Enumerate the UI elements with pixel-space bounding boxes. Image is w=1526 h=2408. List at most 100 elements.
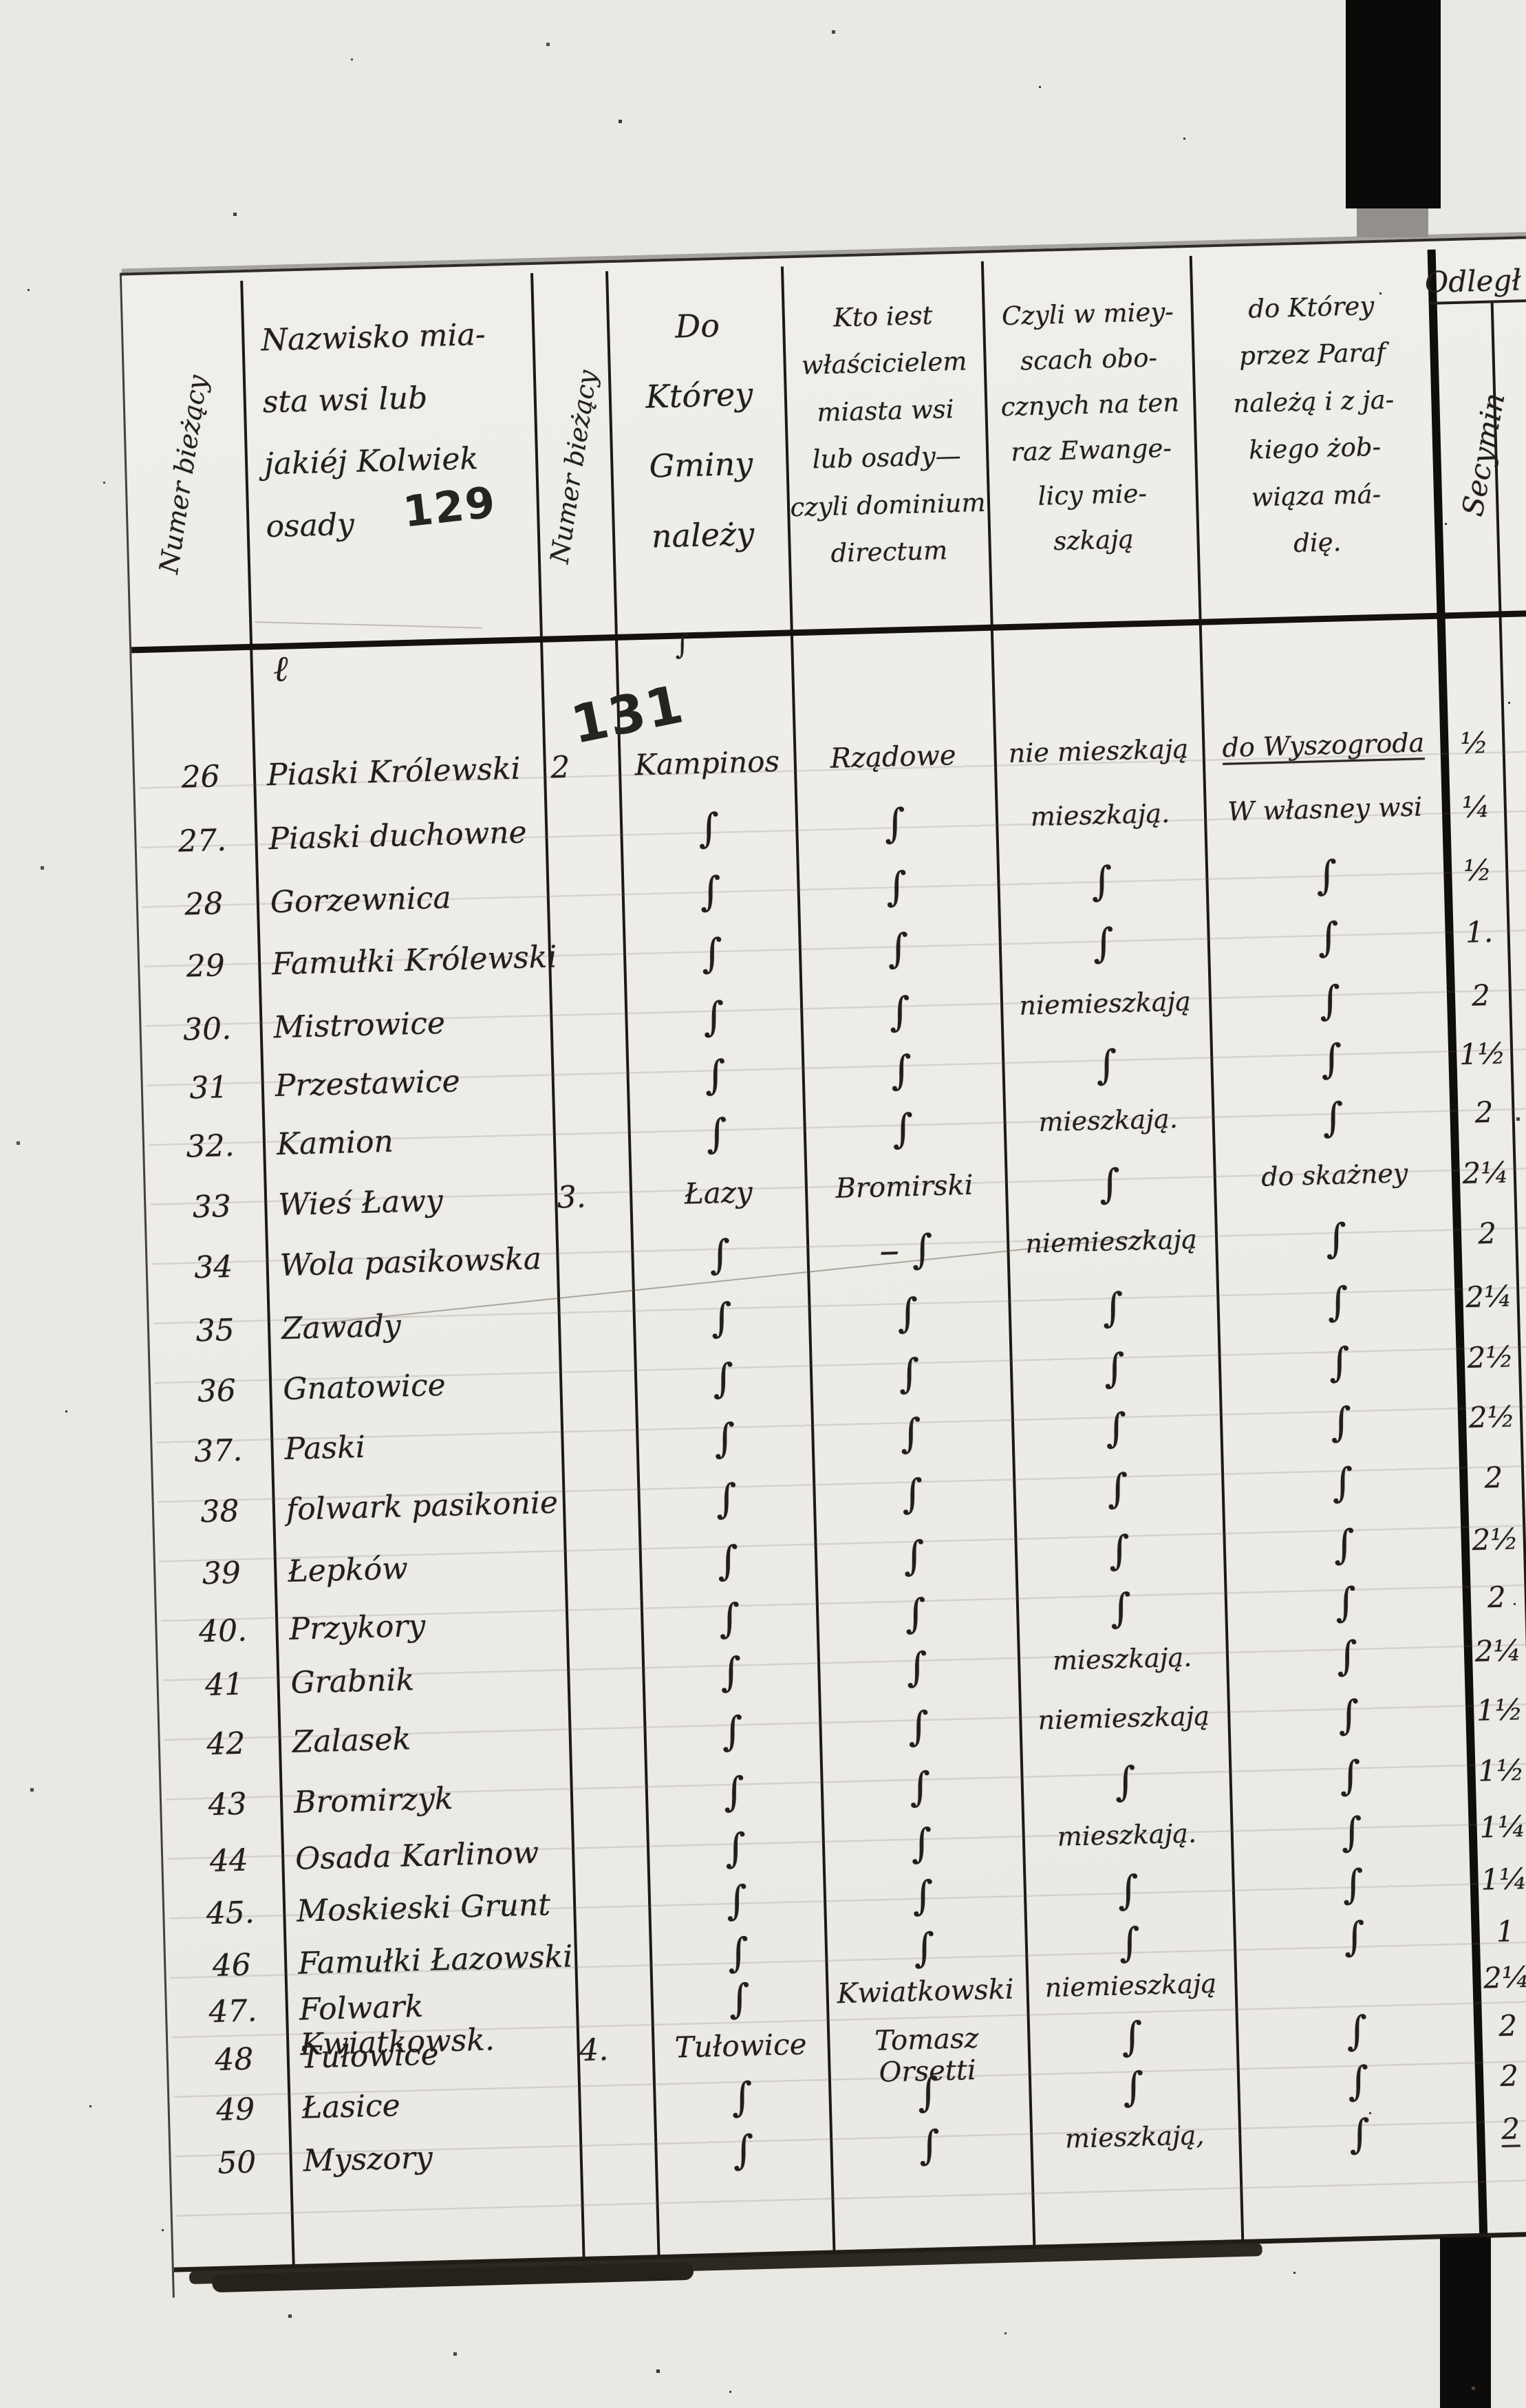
- cell-parish: ∫: [1339, 1752, 1362, 1799]
- cell-distance: 2¼: [1461, 1155, 1509, 1191]
- cell-evangelicals: ∫: [1090, 857, 1113, 905]
- cell-distance: 1¼: [1479, 1809, 1526, 1845]
- cell-distance: 2: [1483, 1460, 1503, 1495]
- cell-gmina: ∫: [721, 1707, 744, 1755]
- cell-no: 35: [195, 1312, 235, 1349]
- cell-no: 42: [206, 1726, 246, 1763]
- cell-gmina: Łazy: [684, 1175, 753, 1211]
- cell-no: 33: [192, 1188, 232, 1225]
- cell-owner: ∫: [913, 1924, 936, 1972]
- cell-gmina: ∫: [712, 1354, 735, 1402]
- header-col3-vertical-label: Numer bieżący: [544, 368, 603, 566]
- cell-no: 49: [215, 2092, 255, 2128]
- cell-no: 50: [217, 2144, 257, 2181]
- table-body: 26 Piaski Królewski 2 Kampinos Rządowe nie mi…: [122, 237, 1526, 2181]
- cell-owner: Rządowe: [830, 740, 957, 775]
- film-strip-artifact: [1346, 0, 1441, 208]
- cell-parish: ∫: [1320, 1035, 1343, 1083]
- cell-no: 37.: [193, 1432, 243, 1470]
- cell-gmina: ∫: [724, 1824, 747, 1872]
- cell-no: 28: [184, 886, 224, 923]
- cell-owner: Bromirski: [835, 1169, 974, 1205]
- cell-gmina: ∫: [710, 1293, 733, 1342]
- cell-gmina: ∫: [726, 1876, 749, 1924]
- cell-parish: ∫: [1330, 1398, 1353, 1446]
- header-col1-vertical-label: Numer bieżący: [153, 373, 213, 576]
- cell-owner: ∫: [888, 987, 911, 1035]
- cell-owner: ∫: [905, 1643, 928, 1691]
- cell-distance: 2: [1498, 2008, 1518, 2043]
- cell-owner: ∫: [909, 1763, 932, 1811]
- cell-gmina_no: 2: [550, 749, 571, 786]
- cell-evangelicals: niemieszkają: [1018, 986, 1192, 1021]
- header-col6-title: Czyli w miey- scach obo- cznych na ten r…: [1000, 297, 1180, 557]
- cell-evangelicals: mieszkają.: [1052, 1642, 1192, 1676]
- film-edge-artifact: [1440, 2237, 1491, 2408]
- cell-no: 39: [202, 1555, 241, 1592]
- cell-parish: ∫: [1325, 1214, 1348, 1262]
- cell-no: 30.: [182, 1011, 232, 1048]
- cell-gmina: ∫: [715, 1474, 738, 1523]
- cell-gmina_no: 3.: [557, 1179, 587, 1216]
- cell-owner: ∫: [907, 1702, 930, 1750]
- cell-parish: ∫: [1328, 1338, 1351, 1386]
- cell-no: 45.: [206, 1895, 255, 1932]
- cell-distance: 2: [1499, 2058, 1519, 2094]
- cell-gmina: ∫: [704, 1051, 727, 1099]
- cell-no: 38: [200, 1493, 240, 1530]
- cell-parish: ∫: [1348, 2110, 1371, 2158]
- cell-parish: do skażney: [1260, 1158, 1408, 1192]
- cell-gmina: ∫: [728, 1975, 751, 2023]
- cell-gmina: ∫: [718, 1594, 741, 1642]
- cell-evangelicals: ∫: [1110, 1584, 1132, 1632]
- cell-gmina: Tułowice: [674, 2027, 808, 2065]
- cell-owner: ∫: [903, 1531, 925, 1580]
- cell-parish: ∫: [1322, 1093, 1344, 1141]
- cell-parish: ∫: [1342, 1860, 1364, 1908]
- cell-gmina: Kampinos: [634, 744, 780, 782]
- cell-evangelicals: ∫: [1118, 1918, 1141, 1966]
- cell-parish: ∫: [1326, 1278, 1349, 1326]
- cell-owner: ∫: [887, 925, 910, 972]
- cell-evangelicals: mieszkają,: [1064, 2120, 1205, 2154]
- cell-owner: ∫: [916, 2068, 939, 2116]
- cell-parish: ∫: [1340, 1808, 1363, 1856]
- cell-owner: – ∫: [879, 1225, 934, 1274]
- cell-no: 32.: [185, 1128, 235, 1165]
- cell-no: 36: [197, 1373, 237, 1410]
- stray-ink-mark: ℓ: [272, 648, 289, 691]
- cell-parish: do Wyszogroda: [1222, 727, 1425, 763]
- cell-no: 29: [186, 948, 226, 985]
- cell-evangelicals: ∫: [1114, 1757, 1137, 1805]
- cell-owner: ∫: [898, 1349, 921, 1397]
- cell-evangelicals: ∫: [1106, 1464, 1129, 1512]
- header-col7-title: do Którey przez Paraf należą i z ja- kie…: [1232, 290, 1395, 559]
- cell-owner: ∫: [918, 2121, 941, 2169]
- cell-distance: ½: [1459, 725, 1489, 760]
- cell-owner: ∫: [885, 863, 908, 910]
- cell-gmina: ∫: [722, 1767, 745, 1816]
- cell-gmina_no: 4.: [579, 2032, 609, 2069]
- cell-parish: ∫: [1333, 1520, 1355, 1569]
- cell-evangelicals: mieszkają.: [1057, 1818, 1197, 1852]
- scratch-mark: [255, 621, 482, 629]
- cell-no: 48: [214, 2041, 255, 2078]
- cell-no: 47.: [208, 1993, 258, 2030]
- cell-distance: 1.: [1465, 914, 1494, 949]
- cell-owner: ∫: [901, 1470, 924, 1518]
- cell-distance: 2: [1487, 1580, 1507, 1615]
- cell-no: 34: [193, 1249, 233, 1286]
- cell-gmina: ∫: [732, 2126, 755, 2174]
- cell-gmina: ∫: [699, 868, 722, 915]
- cell-distance: 1½: [1459, 1036, 1507, 1072]
- film-strip-artifact-tail: [1357, 208, 1428, 237]
- cell-evangelicals: ∫: [1101, 1284, 1124, 1331]
- cell-gmina: ∫: [727, 1928, 750, 1977]
- cell-no: 27.: [178, 822, 227, 859]
- cell-distance: 2¼: [1474, 1633, 1522, 1668]
- header-col5-title: Kto iest właścicielem miasta wsi lub osa…: [790, 300, 987, 568]
- cell-owner: Kwiatkowski: [837, 1973, 1015, 2010]
- cell-parish: ∫: [1343, 1913, 1366, 1960]
- cell-owner: ∫: [904, 1589, 927, 1637]
- cell-no: 31: [189, 1069, 229, 1106]
